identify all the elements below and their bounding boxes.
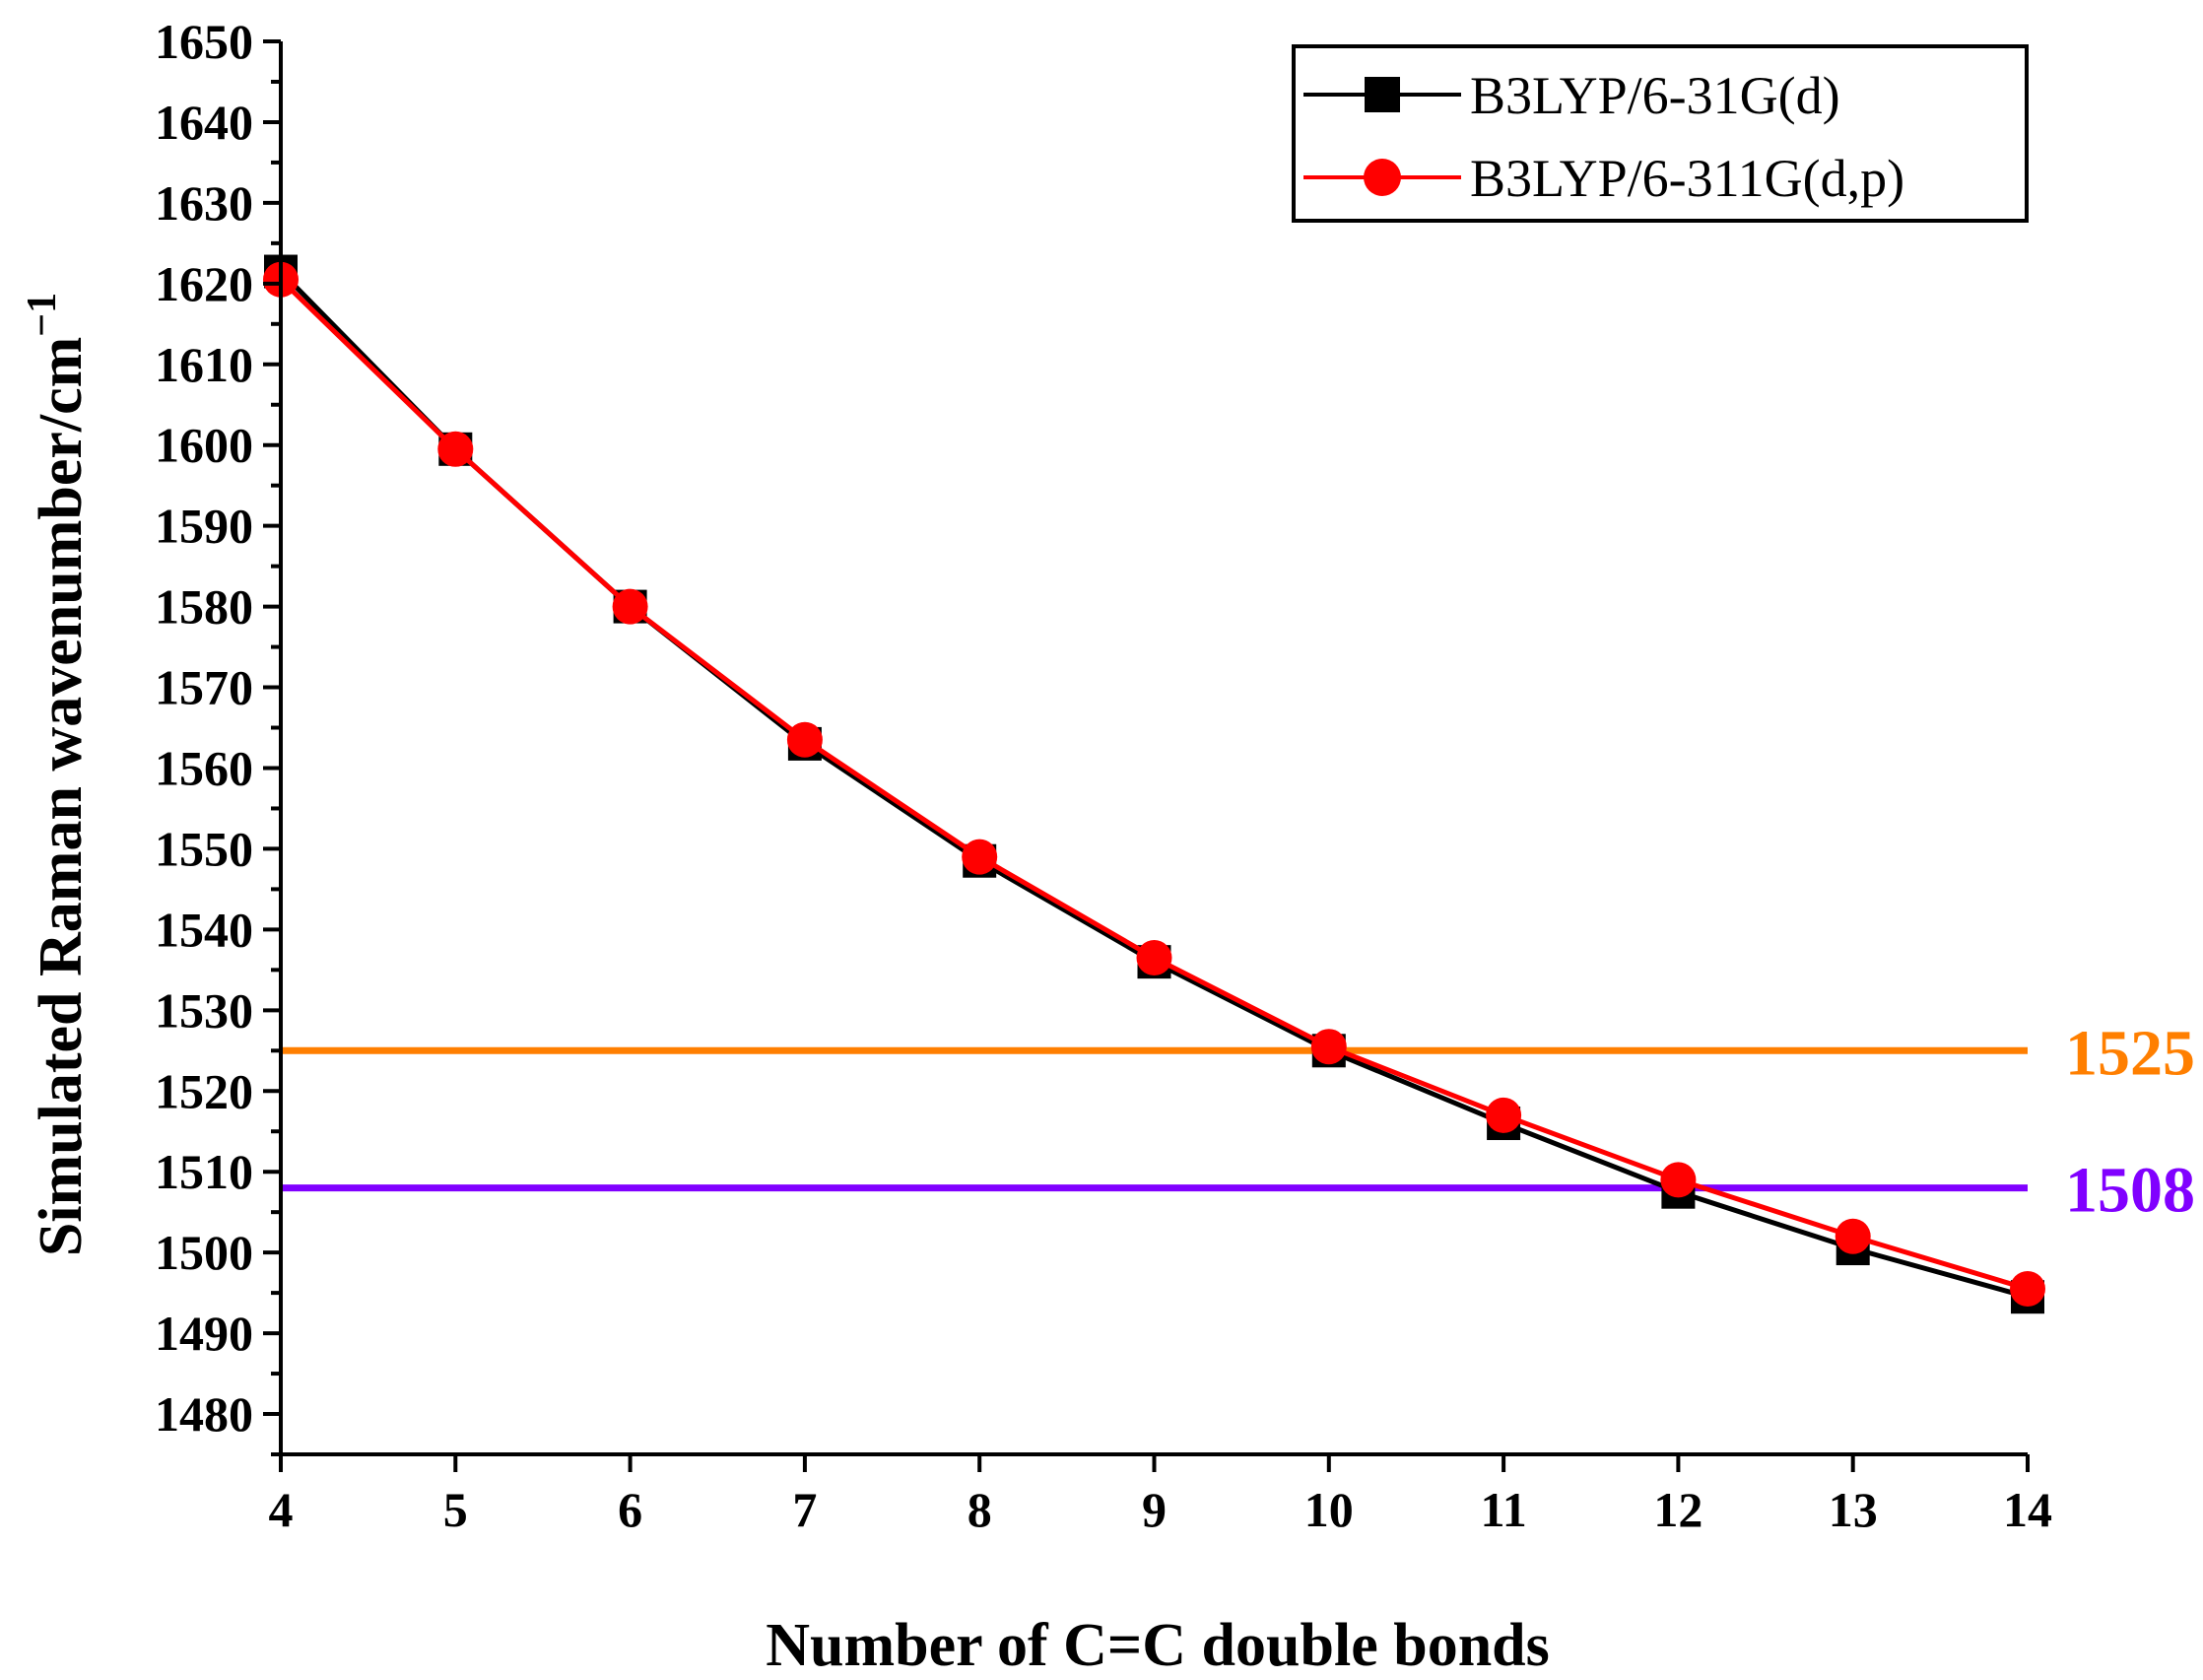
data-point-circle: [1310, 1029, 1347, 1065]
data-point-circle: [1136, 940, 1172, 976]
x-tick-label: 7: [792, 1482, 817, 1537]
series-line-1: [279, 269, 2029, 1300]
legend-label-series-2: B3LYP/6-311G(d,p): [1470, 149, 1904, 208]
reference-lines: 1525 1508: [281, 1017, 2195, 1227]
y-tick-label: 1650: [155, 14, 253, 69]
data-point-circle: [786, 721, 823, 758]
legend-box: [1292, 44, 2029, 223]
legend: B3LYP/6-31G(d) B3LYP/6-311G(d,p): [1292, 44, 2029, 223]
y-tick-label: 1570: [155, 660, 253, 715]
y-tick-label: 1520: [155, 1063, 253, 1118]
legend-marker-circle: [1364, 159, 1401, 196]
x-tick-label: 10: [1304, 1482, 1354, 1537]
y-tick-label: 1540: [155, 902, 253, 957]
x-axis-title: Number of C=C double bonds: [766, 1612, 1550, 1679]
series-layer: [263, 254, 2045, 1314]
y-tick-label: 1510: [155, 1144, 253, 1199]
legend-entry-series-1: B3LYP/6-31G(d): [1303, 66, 1840, 125]
x-tick-label: 13: [1829, 1482, 1878, 1537]
data-point-circle: [437, 431, 474, 467]
y-tick-label: 1480: [155, 1386, 253, 1442]
series-2: [263, 261, 2045, 1308]
data-point-circle: [1835, 1218, 1871, 1254]
x-tick-label: 11: [1480, 1482, 1526, 1537]
y-axis-title-main: Simulated Raman wavenumber/cm: [28, 337, 95, 1256]
legend-marker-square: [1365, 77, 1400, 112]
data-point-circle: [1486, 1097, 1522, 1133]
y-tick-label: 1640: [155, 95, 253, 150]
y-tick-label: 1550: [155, 821, 253, 876]
y-tick-label: 1590: [155, 499, 253, 554]
y-tick-label: 1500: [155, 1225, 253, 1280]
series-line-2: [279, 277, 2029, 1292]
data-point-circle: [2010, 1271, 2045, 1308]
x-tick-label: 5: [443, 1482, 468, 1537]
y-axis-title-superscript: −1: [20, 293, 65, 337]
x-tick-label: 4: [269, 1482, 294, 1537]
y-axis-title: Simulated Raman wavenumber/cm−1: [20, 293, 95, 1256]
y-tick-label: 1630: [155, 175, 253, 231]
reference-label-1508: 1508: [2065, 1155, 2195, 1227]
x-tick-label: 8: [968, 1482, 992, 1537]
y-tick-label: 1490: [155, 1306, 253, 1361]
data-point-circle: [1660, 1162, 1697, 1198]
data-point-circle: [962, 839, 998, 875]
y-tick-label: 1560: [155, 740, 253, 795]
series-1: [264, 254, 2044, 1314]
y-tick-label: 1620: [155, 256, 253, 311]
y-tick-label: 1600: [155, 418, 253, 473]
y-tick-label: 1580: [155, 579, 253, 635]
y-tick-label: 1530: [155, 982, 253, 1038]
x-tick-label: 12: [1653, 1482, 1702, 1537]
reference-label-1525: 1525: [2065, 1017, 2195, 1089]
axes: 4 5 6 7 8 9 10 11 12 13 14 1480 1490 1500 1510 1520 1530…: [155, 14, 2052, 1537]
y-tick-label: 1610: [155, 337, 253, 392]
data-point-circle: [612, 588, 648, 625]
legend-label-series-1: B3LYP/6-31G(d): [1470, 66, 1840, 125]
legend-entry-series-2: B3LYP/6-311G(d,p): [1303, 149, 1904, 208]
x-tick-label: 6: [618, 1482, 642, 1537]
x-tick-label: 14: [2003, 1482, 2052, 1537]
x-tick-label: 9: [1142, 1482, 1167, 1537]
